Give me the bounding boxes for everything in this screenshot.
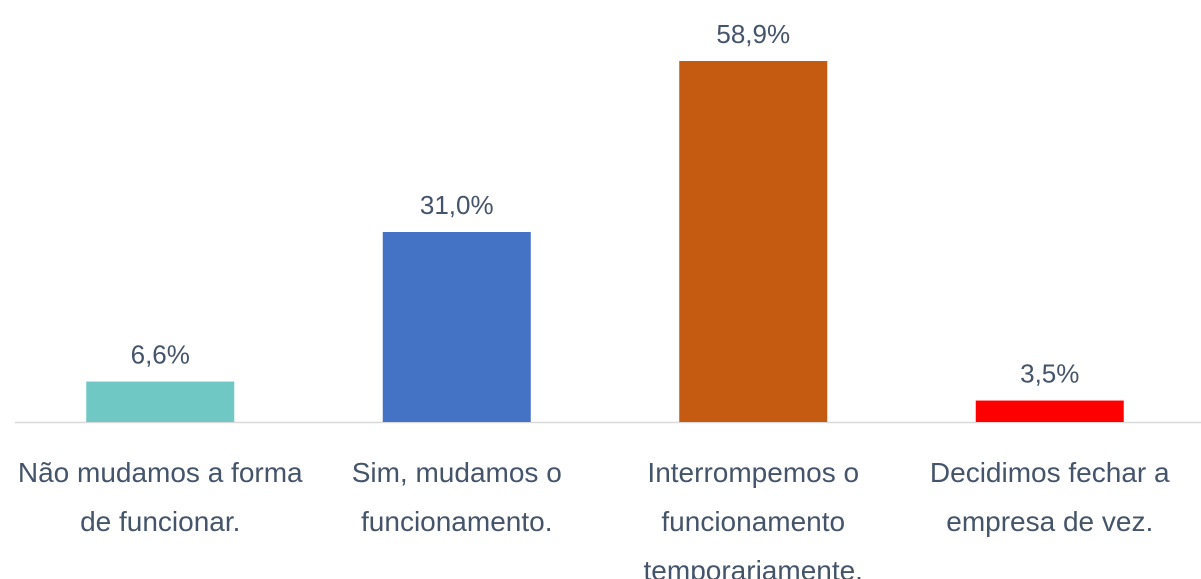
bar: [679, 61, 828, 422]
category-label: Não mudamos a forma de funcionar.: [17, 457, 303, 537]
category-label: Decidimos fechar a empresa de vez.: [929, 457, 1170, 537]
bar: [382, 232, 531, 422]
category-label: Interrompemos o funcionamento temporaria…: [643, 457, 863, 579]
bar: [975, 400, 1124, 422]
value-label: 58,9%: [716, 19, 790, 49]
value-label: 31,0%: [420, 190, 494, 220]
value-label: 3,5%: [1020, 359, 1079, 389]
category-label: Sim, mudamos o funcionamento.: [351, 457, 562, 537]
bar: [86, 381, 235, 422]
value-label: 6,6%: [131, 340, 190, 370]
